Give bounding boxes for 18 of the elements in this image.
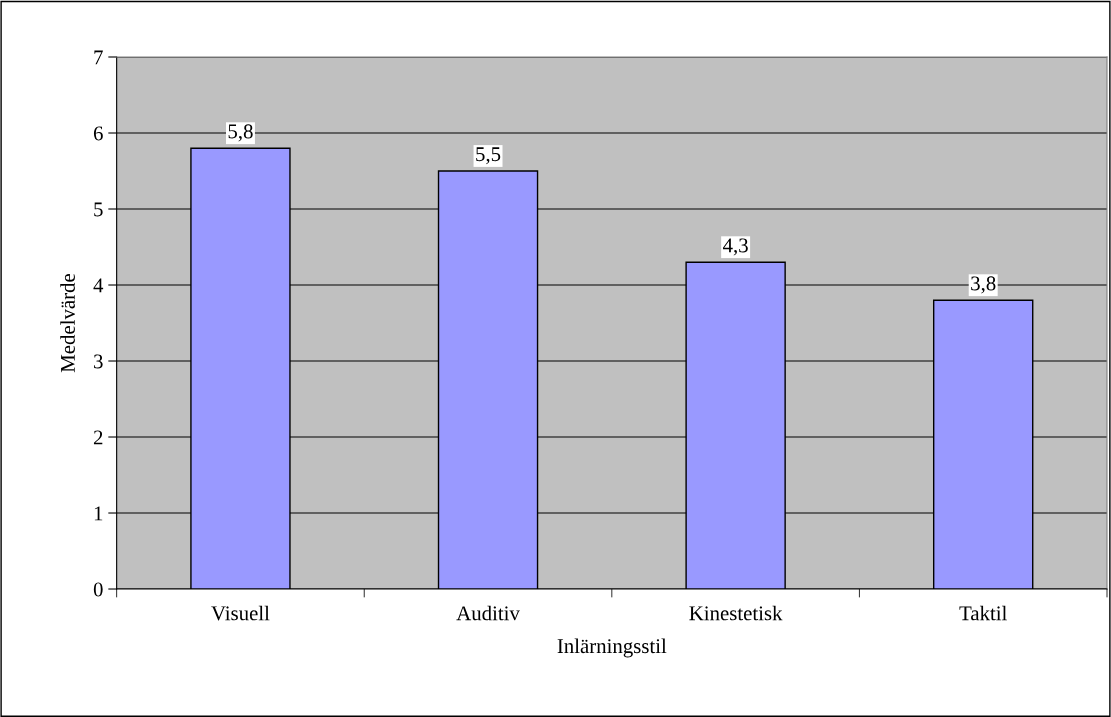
y-axis-title: Medelvärde (60, 273, 75, 373)
y-tick-label: 5 (94, 202, 103, 217)
y-tick-label: 4 (93, 278, 104, 293)
x-tick-label: Kinestetisk (689, 605, 783, 621)
x-axis-title: Inlärningsstil (557, 638, 667, 658)
data-label: 5,5 (476, 147, 501, 165)
x-tick-label: Taktil (959, 605, 1007, 621)
x-tick-label: Visuell (211, 605, 270, 621)
data-label: 5,8 (228, 124, 253, 142)
y-tick-label: 0 (93, 582, 103, 597)
data-label: 4,3 (723, 238, 748, 256)
y-tick-label: 1 (94, 506, 103, 521)
x-tick-label: Auditiv (456, 605, 520, 621)
data-label: 3,8 (971, 276, 996, 294)
y-tick-label: 6 (93, 126, 103, 141)
y-tick-label: 2 (93, 430, 103, 445)
y-tick-label: 3 (94, 354, 103, 369)
y-tick-label: 7 (94, 50, 103, 65)
